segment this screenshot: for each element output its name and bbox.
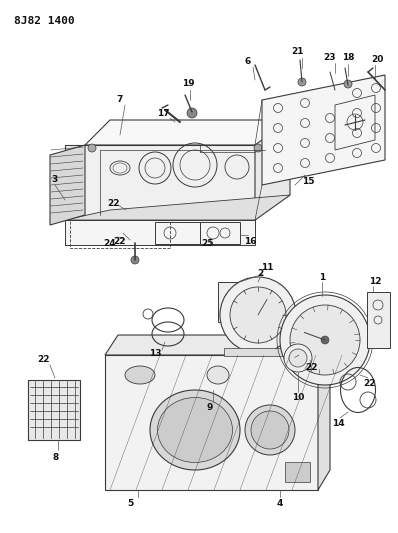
Text: 22: 22	[306, 362, 318, 372]
Text: 15: 15	[302, 177, 314, 187]
Text: 25: 25	[202, 239, 214, 248]
Text: 5: 5	[127, 499, 133, 508]
Circle shape	[344, 80, 352, 88]
Text: 20: 20	[371, 54, 383, 63]
Text: 22: 22	[107, 198, 119, 207]
Polygon shape	[105, 335, 330, 355]
Bar	[28, 380, 80, 440]
Text: 12: 12	[369, 277, 381, 286]
Polygon shape	[105, 355, 318, 490]
Circle shape	[187, 108, 197, 118]
Text: 13: 13	[149, 350, 161, 359]
Text: 2: 2	[257, 269, 263, 278]
Circle shape	[321, 336, 329, 344]
Text: 23: 23	[324, 53, 336, 62]
Circle shape	[284, 344, 312, 372]
Polygon shape	[255, 120, 290, 220]
Text: 21: 21	[292, 47, 304, 56]
Circle shape	[254, 144, 262, 152]
Bar	[285, 462, 310, 482]
Circle shape	[230, 287, 286, 343]
Text: 22: 22	[38, 356, 50, 365]
Bar	[218, 282, 250, 322]
Text: 11: 11	[261, 263, 273, 272]
Text: 14: 14	[332, 419, 344, 429]
Text: 17: 17	[157, 109, 169, 117]
Ellipse shape	[245, 405, 295, 455]
Bar	[224, 348, 292, 356]
Text: 19: 19	[182, 79, 194, 88]
Circle shape	[131, 256, 139, 264]
Ellipse shape	[158, 398, 232, 463]
Text: 9: 9	[207, 403, 213, 413]
Polygon shape	[262, 75, 385, 185]
Text: 24: 24	[104, 239, 116, 248]
Text: 6: 6	[245, 58, 251, 67]
Polygon shape	[65, 145, 255, 220]
Ellipse shape	[125, 366, 155, 384]
Polygon shape	[318, 335, 330, 490]
Circle shape	[88, 144, 96, 152]
Bar	[70, 220, 170, 248]
Circle shape	[289, 349, 307, 367]
Text: 10: 10	[292, 393, 304, 402]
Ellipse shape	[150, 390, 240, 470]
Text: 4: 4	[277, 499, 283, 508]
Bar	[155, 222, 200, 244]
Text: 16: 16	[244, 238, 256, 246]
Circle shape	[290, 305, 360, 375]
Circle shape	[220, 277, 296, 353]
Ellipse shape	[207, 366, 229, 384]
Polygon shape	[367, 292, 390, 348]
Text: 22: 22	[114, 238, 126, 246]
Circle shape	[298, 78, 306, 86]
Text: 8J82 1400: 8J82 1400	[14, 16, 75, 26]
Text: 7: 7	[117, 95, 123, 104]
Polygon shape	[65, 220, 255, 245]
Text: 1: 1	[319, 272, 325, 281]
Polygon shape	[65, 195, 290, 220]
Ellipse shape	[251, 411, 289, 449]
Text: 22: 22	[364, 378, 376, 387]
Bar	[200, 222, 240, 244]
Circle shape	[280, 295, 370, 385]
Polygon shape	[50, 145, 85, 225]
Text: 8: 8	[53, 453, 59, 462]
Polygon shape	[85, 120, 290, 145]
Text: 18: 18	[342, 53, 354, 62]
Text: 3: 3	[52, 175, 58, 184]
